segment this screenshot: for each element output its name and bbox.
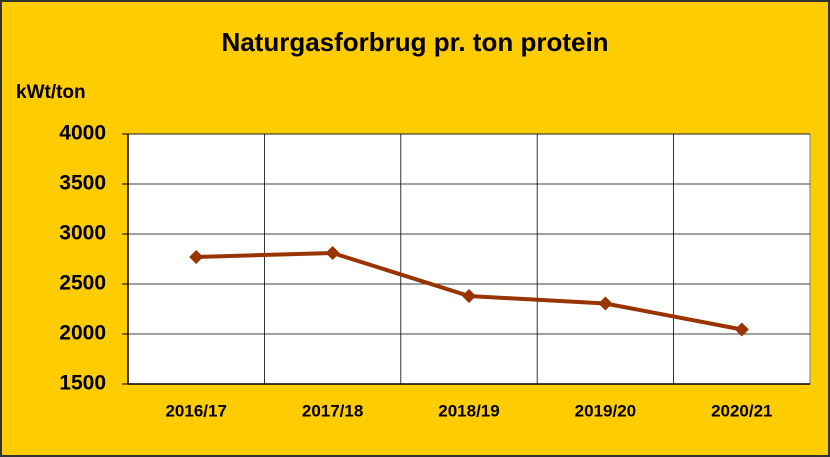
y-tick-label: 4000 xyxy=(59,122,106,145)
marker xyxy=(462,289,476,303)
marker xyxy=(189,250,204,264)
y-tick-label: 2000 xyxy=(59,322,106,345)
x-tick-label: 2020/21 xyxy=(711,401,772,420)
x-tick-label: 2017/18 xyxy=(302,401,363,420)
y-tick-label: 3500 xyxy=(59,172,106,195)
x-tick-label: 2016/17 xyxy=(165,401,226,420)
y-tick-label: 1500 xyxy=(59,372,106,395)
x-tick-label: 2019/20 xyxy=(575,401,636,420)
y-tick-label: 2500 xyxy=(59,272,106,295)
marker xyxy=(734,322,749,337)
y-axis-label: kWt/ton xyxy=(16,82,86,103)
marker xyxy=(325,246,340,260)
plot-area xyxy=(127,133,811,385)
marker xyxy=(598,296,613,311)
x-tick-label: 2018/19 xyxy=(438,401,499,420)
y-tick-label: 3000 xyxy=(59,222,106,245)
chart-title: Naturgasforbrug pr. ton protein xyxy=(221,27,608,57)
